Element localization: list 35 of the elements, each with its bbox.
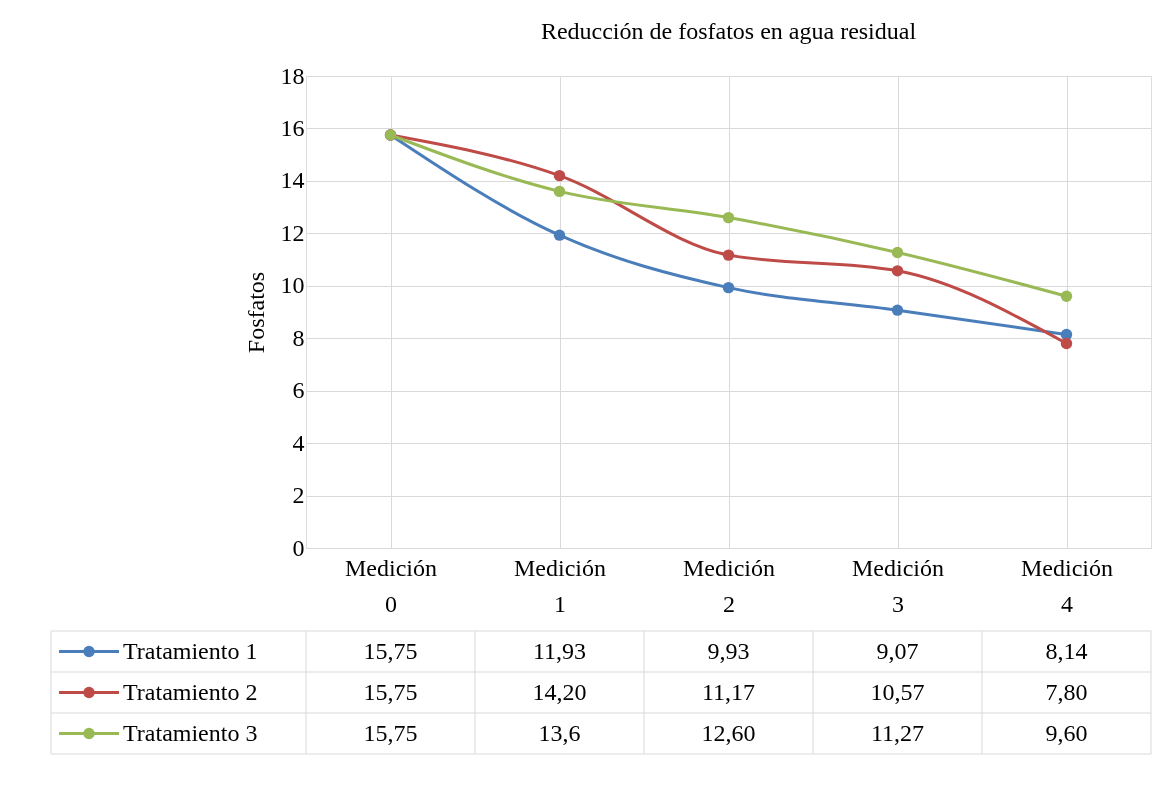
y-tick-label: 2	[292, 482, 305, 509]
y-tick-label: 18	[280, 62, 305, 89]
y-tick-label: 8	[292, 324, 305, 351]
data-label: 9,93	[707, 637, 750, 664]
x-tick-label: Medición 1	[514, 554, 606, 617]
y-tick-label: 14	[280, 167, 305, 194]
data-label: 15,75	[363, 637, 418, 664]
data-label: 12,60	[701, 719, 756, 746]
x-tick-label: Medición 2	[683, 554, 775, 617]
data-label: 14,20	[532, 678, 587, 705]
y-axis-title: Fosfatos	[242, 271, 269, 354]
data-label: 10,57	[870, 678, 925, 705]
data-label: 15,75	[363, 678, 418, 705]
data-label: 13,6	[538, 719, 581, 746]
x-tick-label: Medición 3	[852, 554, 944, 617]
chart-title: Reducción de fosfatos en agua residual	[540, 18, 917, 44]
y-tick-label: 0	[292, 534, 305, 561]
x-tick-label: Medición 0	[345, 554, 437, 617]
legend-label: Tratamiento 3	[123, 719, 258, 746]
data-label: 11,17	[701, 678, 756, 705]
data-label: 15,75	[363, 719, 418, 746]
legend-label: Tratamiento 1	[123, 637, 258, 664]
legend-label: Tratamiento 2	[123, 678, 258, 705]
data-label: 9,60	[1045, 719, 1088, 746]
data-label: 11,93	[532, 637, 587, 664]
data-label: 9,07	[876, 637, 919, 664]
x-tick-label: Medición 4	[1021, 554, 1113, 617]
data-label: 8,14	[1045, 637, 1088, 664]
y-tick-label: 4	[292, 429, 305, 456]
data-label: 11,27	[870, 719, 925, 746]
y-tick-label: 16	[280, 114, 305, 141]
y-tick-label: 10	[280, 272, 305, 299]
y-tick-label: 12	[280, 219, 305, 246]
y-tick-label: 6	[292, 377, 305, 404]
data-label: 7,80	[1045, 678, 1088, 705]
